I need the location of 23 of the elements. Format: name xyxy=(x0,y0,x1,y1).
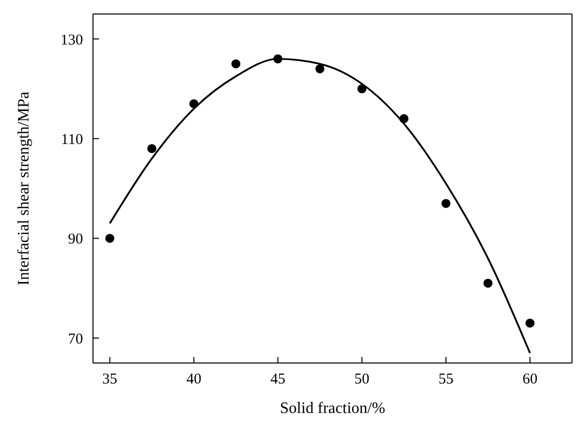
x-tick-label: 55 xyxy=(438,372,454,388)
point xyxy=(441,198,450,208)
point xyxy=(189,99,198,108)
y-tick-label: 130 xyxy=(60,32,83,48)
point xyxy=(105,234,114,243)
point xyxy=(147,144,156,154)
x-tick-label: 40 xyxy=(186,372,202,388)
x-tick-label: 45 xyxy=(270,372,286,388)
point xyxy=(357,84,366,94)
point xyxy=(231,59,240,68)
y-axis-title: Interfacial shear strength/MPa xyxy=(16,92,33,286)
x-tick-label: 60 xyxy=(522,372,538,388)
x-tick-label: 35 xyxy=(102,372,118,388)
x-axis-title: Solid fraction/% xyxy=(280,400,386,417)
y-tick-label: 90 xyxy=(68,232,83,248)
y-tick-label: 110 xyxy=(61,132,83,148)
y-tick-label: 70 xyxy=(68,331,83,348)
point xyxy=(273,54,282,64)
x-tick-label: 50 xyxy=(354,372,370,388)
point xyxy=(399,114,408,124)
point xyxy=(525,318,534,328)
point xyxy=(483,278,492,288)
point xyxy=(315,64,324,74)
